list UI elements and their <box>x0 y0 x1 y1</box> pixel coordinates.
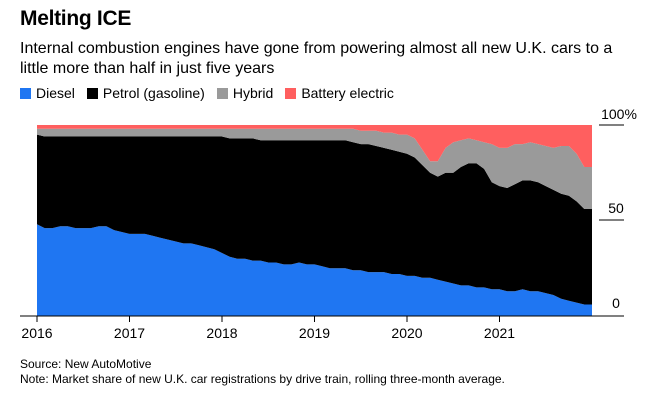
x-tick-label-2017: 2017 <box>114 325 145 341</box>
legend-item-diesel: Diesel <box>20 85 75 101</box>
legend-label-diesel: Diesel <box>36 85 75 101</box>
chart-footer: Source: New AutoMotive Note: Market shar… <box>20 357 505 387</box>
legend-label-petrol: Petrol (gasoline) <box>102 85 205 101</box>
legend-item-battery-electric: Battery electric <box>285 85 394 101</box>
x-tick-label-2020: 2020 <box>391 325 422 341</box>
y-tick-label-0: 0 <box>612 295 620 311</box>
source-note: Source: New AutoMotive <box>20 357 152 371</box>
area-diesel <box>37 224 592 316</box>
legend-item-hybrid: Hybrid <box>216 85 274 101</box>
methodology-note: Note: Market share of new U.K. car regis… <box>20 372 505 386</box>
area-hybrid <box>37 128 592 209</box>
chart-title: Melting ICE <box>20 7 132 30</box>
legend-swatch-diesel <box>20 87 31 99</box>
x-tick-label-2018: 2018 <box>206 325 237 341</box>
legend-label-battery-electric: Battery electric <box>301 85 394 101</box>
legend-swatch-petrol <box>86 87 98 99</box>
chart-subtitle: Internal combustion engines have gone fr… <box>20 40 613 77</box>
y-axis-labels: 0 50 100% <box>601 106 637 311</box>
area-petrol-gasoline <box>37 134 592 305</box>
legend-swatch-battery-electric <box>285 87 297 99</box>
y-tick-label-50: 50 <box>608 200 624 216</box>
legend-label-hybrid: Hybrid <box>232 85 274 101</box>
area-battery-electric <box>37 125 592 167</box>
legend-item-petrol: Petrol (gasoline) <box>86 85 205 101</box>
x-tick-label-2021: 2021 <box>484 325 515 341</box>
y-tick-label-100: 100% <box>601 106 637 122</box>
x-tick-label-2016: 2016 <box>21 325 52 341</box>
x-tick-label-2019: 2019 <box>299 325 330 341</box>
legend: Diesel Petrol (gasoline) Hybrid Battery … <box>20 85 394 101</box>
x-axis-ticks: 2016 2017 2018 2019 2020 2021 <box>21 316 515 341</box>
legend-swatch-hybrid <box>216 87 228 99</box>
area-layer <box>37 125 592 316</box>
